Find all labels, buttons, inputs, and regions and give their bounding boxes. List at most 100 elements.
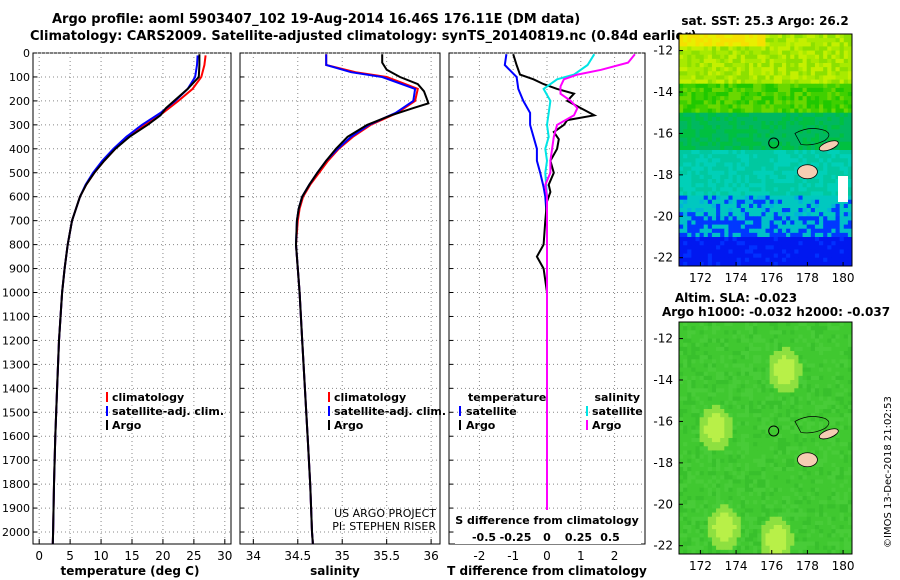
heatmap-cell <box>769 216 775 221</box>
heatmap-cell <box>732 174 738 180</box>
heatmap-cell <box>819 253 824 259</box>
heatmap-cell <box>839 400 845 406</box>
heatmap-cell <box>802 87 808 93</box>
heatmap-cell <box>757 216 762 221</box>
heatmap-cell <box>757 187 762 192</box>
heatmap-cell <box>843 208 849 213</box>
heatmap-cell <box>711 199 717 205</box>
heatmap-cell <box>794 116 799 122</box>
heatmap-cell <box>835 462 841 468</box>
heatmap-cell <box>683 166 688 172</box>
heatmap-cell <box>744 425 750 431</box>
heatmap-cell <box>716 232 721 238</box>
heatmap-cell <box>691 541 696 547</box>
heatmap-cell <box>798 108 803 114</box>
heatmap-cell <box>699 541 705 547</box>
heatmap-cell <box>736 154 742 159</box>
heatmap-cell <box>769 458 775 464</box>
heatmap-cell <box>831 413 836 418</box>
heatmap-cell <box>724 442 729 447</box>
heatmap-cell <box>703 404 709 410</box>
heatmap-cell <box>773 483 779 489</box>
heatmap-cell <box>720 71 725 76</box>
heatmap-cell <box>728 421 733 426</box>
heatmap-cell <box>707 384 713 389</box>
heatmap-cell <box>819 166 824 172</box>
heatmap-cell <box>794 253 799 259</box>
heatmap-cell <box>786 491 791 497</box>
heatmap-cell <box>847 199 853 205</box>
heatmap-cell <box>753 425 758 431</box>
heatmap-cell <box>847 500 853 505</box>
heatmap-cell <box>707 34 713 39</box>
heatmap-cell <box>744 112 750 118</box>
heatmap-cell <box>835 516 841 522</box>
heatmap-cell <box>679 454 684 460</box>
heatmap-cell <box>699 50 705 56</box>
heatmap-cell <box>757 442 762 447</box>
heatmap-cell <box>753 195 758 201</box>
heatmap-cell <box>728 145 733 151</box>
heatmap-cell <box>679 145 684 151</box>
heatmap-cell <box>835 471 841 476</box>
heatmap-cell <box>716 208 721 213</box>
heatmap-cell <box>720 208 725 213</box>
heatmap-cell <box>691 179 696 184</box>
heatmap-cell <box>823 504 828 509</box>
heatmap-cell <box>847 46 853 51</box>
heatmap-cell <box>819 191 824 196</box>
heatmap-cell <box>827 512 832 518</box>
heatmap-cell <box>814 257 820 263</box>
heatmap-cell <box>703 46 709 51</box>
heatmap-cell <box>781 183 787 188</box>
heatmap-cell <box>794 342 799 348</box>
heatmap-cell <box>823 380 828 385</box>
heatmap-cell <box>683 338 688 344</box>
heatmap-cell <box>703 104 709 109</box>
heatmap-cell <box>819 487 824 493</box>
heatmap-cell <box>769 129 775 134</box>
heatmap-cell <box>790 512 795 518</box>
heatmap-cell <box>814 253 820 259</box>
heatmap-cell <box>736 195 742 201</box>
heatmap-cell <box>724 133 729 138</box>
heatmap-cell <box>744 396 750 402</box>
heatmap-cell <box>679 400 684 406</box>
heatmap-cell <box>736 112 742 118</box>
heatmap-cell <box>847 75 853 80</box>
heatmap-cell <box>769 421 775 426</box>
heatmap-cell <box>683 46 688 51</box>
heatmap-cell <box>831 392 836 397</box>
heatmap-cell <box>683 129 688 134</box>
heatmap-cell <box>798 537 803 542</box>
heatmap-cell <box>753 125 758 130</box>
heatmap-cell <box>749 96 754 101</box>
heatmap-cell <box>777 108 783 114</box>
heatmap-cell <box>802 154 808 159</box>
heatmap-cell <box>831 367 836 373</box>
heatmap-cell <box>790 371 795 377</box>
heatmap-cell <box>765 326 771 331</box>
heatmap-cell <box>802 375 808 381</box>
heatmap-cell <box>703 216 709 221</box>
heatmap-cell <box>732 392 738 397</box>
heatmap-cell <box>814 203 820 209</box>
heatmap-cell <box>843 34 849 39</box>
heatmap-cell <box>806 195 812 201</box>
heatmap-cell <box>732 545 738 551</box>
heatmap-cell <box>703 479 709 484</box>
heatmap-cell <box>695 237 700 242</box>
heatmap-cell <box>736 166 742 172</box>
heatmap-cell <box>716 496 721 501</box>
heatmap-cell <box>695 249 700 254</box>
heatmap-cell <box>827 170 832 176</box>
heatmap-cell <box>724 438 729 443</box>
legend-t-satellite-label: satellite <box>466 405 517 418</box>
heatmap-cell <box>839 330 845 335</box>
heatmap-cell <box>827 195 832 201</box>
heatmap-cell <box>781 330 787 335</box>
heatmap-cell <box>749 330 754 335</box>
heatmap-cell <box>790 166 795 172</box>
heatmap-cell <box>740 108 746 114</box>
heatmap-cell <box>839 359 845 364</box>
